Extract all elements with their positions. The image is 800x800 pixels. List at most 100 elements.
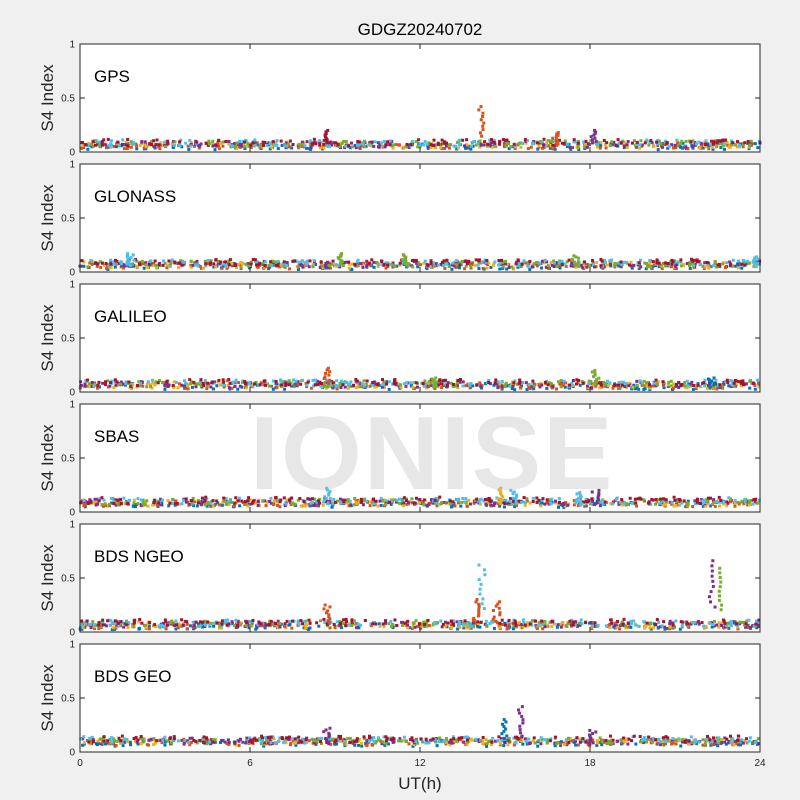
y-tick-label: 0.5 bbox=[61, 574, 75, 585]
data-point bbox=[690, 257, 694, 261]
data-point bbox=[492, 140, 496, 144]
data-point bbox=[540, 140, 544, 144]
event-point bbox=[594, 130, 598, 134]
data-point bbox=[189, 380, 193, 384]
data-point bbox=[331, 259, 335, 263]
data-point bbox=[378, 142, 382, 146]
data-point bbox=[145, 499, 149, 503]
data-point bbox=[500, 385, 504, 389]
data-point bbox=[343, 380, 347, 384]
data-point bbox=[274, 496, 278, 500]
data-point bbox=[203, 499, 207, 503]
data-point bbox=[324, 266, 328, 270]
data-point bbox=[342, 618, 346, 622]
data-point bbox=[210, 738, 214, 742]
data-point bbox=[268, 147, 272, 151]
data-point bbox=[648, 258, 652, 262]
data-point bbox=[744, 382, 748, 386]
data-point bbox=[363, 139, 367, 143]
data-point bbox=[572, 499, 576, 503]
data-point bbox=[377, 622, 381, 626]
data-point bbox=[355, 260, 359, 264]
data-point bbox=[344, 144, 348, 148]
data-point bbox=[276, 619, 280, 623]
data-point bbox=[297, 143, 301, 147]
data-point bbox=[124, 140, 128, 144]
data-point bbox=[743, 263, 747, 267]
data-point bbox=[163, 383, 167, 387]
data-point bbox=[507, 501, 511, 505]
data-point bbox=[153, 259, 157, 263]
data-point bbox=[470, 141, 474, 145]
data-point bbox=[739, 743, 743, 747]
data-point bbox=[384, 503, 388, 507]
data-point bbox=[591, 738, 595, 742]
data-point bbox=[514, 623, 518, 627]
data-point bbox=[681, 620, 685, 624]
data-point bbox=[703, 382, 707, 386]
data-point bbox=[202, 500, 206, 504]
data-point bbox=[332, 502, 336, 506]
data-point bbox=[705, 386, 709, 390]
data-point bbox=[457, 623, 461, 627]
data-point bbox=[322, 146, 326, 150]
data-point bbox=[547, 500, 551, 504]
event-point bbox=[324, 497, 328, 501]
data-point bbox=[743, 499, 747, 503]
data-point bbox=[236, 499, 240, 503]
data-point bbox=[163, 143, 167, 147]
data-point bbox=[307, 265, 311, 269]
data-point bbox=[364, 743, 368, 747]
event-point bbox=[596, 495, 600, 499]
data-point bbox=[711, 623, 715, 627]
data-point bbox=[664, 498, 668, 502]
data-point bbox=[388, 139, 392, 143]
data-point bbox=[722, 502, 726, 506]
data-point bbox=[489, 503, 493, 507]
data-point bbox=[115, 620, 119, 624]
data-point bbox=[619, 260, 623, 264]
data-point bbox=[718, 385, 722, 389]
data-point bbox=[361, 265, 365, 269]
data-point bbox=[455, 263, 459, 267]
data-point bbox=[451, 500, 455, 504]
data-point bbox=[439, 619, 443, 623]
data-point bbox=[649, 139, 653, 143]
data-point bbox=[735, 622, 739, 626]
data-point bbox=[755, 259, 759, 263]
data-point bbox=[469, 737, 473, 741]
data-point bbox=[703, 261, 707, 265]
event-point bbox=[713, 605, 717, 609]
data-point bbox=[119, 497, 123, 501]
event-point bbox=[477, 602, 481, 606]
data-point bbox=[194, 620, 198, 624]
data-point bbox=[365, 265, 369, 269]
data-point bbox=[79, 625, 83, 629]
event-point bbox=[498, 613, 502, 617]
data-point bbox=[571, 379, 575, 383]
data-point bbox=[346, 499, 350, 503]
data-point bbox=[151, 503, 155, 507]
data-point bbox=[174, 627, 178, 631]
data-point bbox=[251, 499, 255, 503]
data-point bbox=[463, 144, 467, 148]
data-point bbox=[471, 384, 475, 388]
data-point bbox=[236, 624, 240, 628]
data-point bbox=[245, 144, 249, 148]
data-point bbox=[253, 138, 257, 142]
data-point bbox=[535, 141, 539, 145]
data-point bbox=[746, 503, 750, 507]
data-point bbox=[221, 383, 225, 387]
data-point bbox=[646, 263, 650, 267]
data-point bbox=[111, 626, 115, 630]
data-point bbox=[691, 146, 695, 150]
data-point bbox=[576, 743, 580, 747]
data-point bbox=[428, 264, 432, 268]
event-point bbox=[477, 578, 481, 582]
event-point bbox=[511, 492, 515, 496]
data-point bbox=[237, 145, 241, 149]
data-point bbox=[198, 264, 202, 268]
data-point bbox=[438, 495, 442, 499]
data-point bbox=[642, 620, 646, 624]
data-point bbox=[653, 502, 657, 506]
